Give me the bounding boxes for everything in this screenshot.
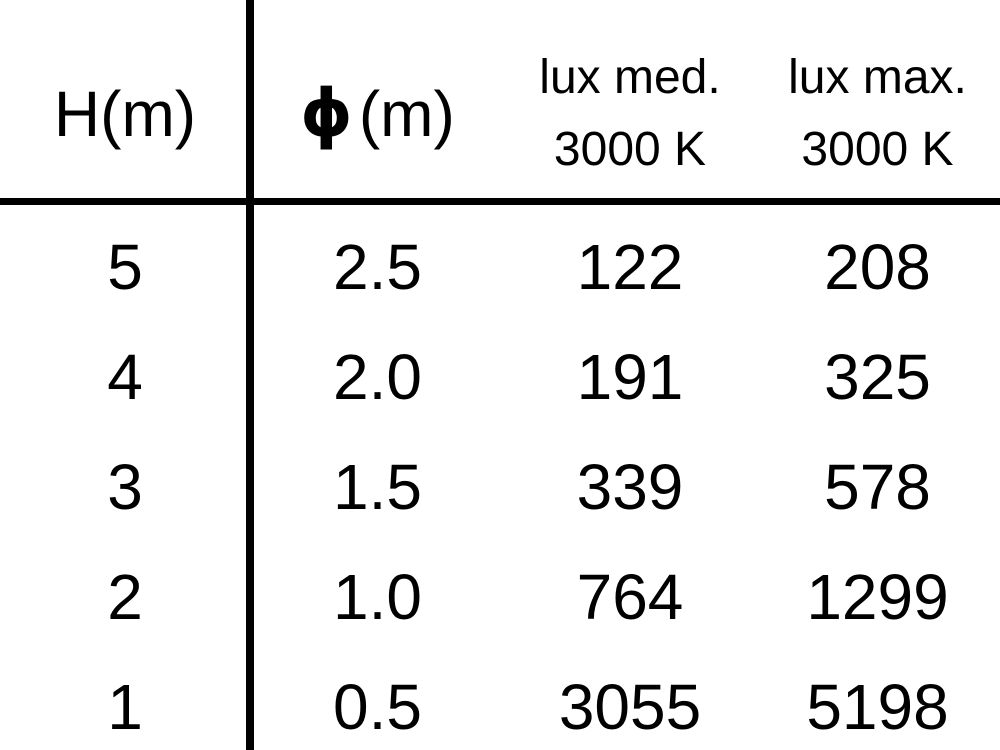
column-header-lux-max: lux max. 3000 K [755,42,1000,186]
column-header-lux-max-line1: lux max. [788,51,967,104]
column-header-height: H(m) [0,79,250,149]
table-body: 5 2.5 122 208 4 2.0 191 325 3 1.5 339 57… [0,212,1000,750]
cell-h: 5 [107,231,143,303]
cell-phi: 1.0 [333,561,422,633]
cell-phi: 1.5 [333,451,422,523]
cell-lux-med: 3055 [558,671,702,743]
cell-h: 1 [107,671,143,743]
cell-h: 4 [107,341,143,413]
column-header-diameter-unit: (m) [358,78,455,150]
cell-h: 3 [107,451,143,523]
column-header-height-label: H(m) [53,78,197,150]
cell-lux-med: 191 [576,341,684,413]
column-header-lux-med: lux med. 3000 K [505,42,755,186]
cell-lux-med: 122 [576,231,684,303]
vertical-rule [246,0,254,750]
cell-lux-max: 5198 [806,671,949,743]
column-header-lux-max-line2: 3000 K [801,123,954,176]
column-header-lux-med-line2: 3000 K [553,123,707,176]
cell-lux-med: 339 [576,451,684,523]
cell-lux-max: 1299 [806,561,949,633]
column-header-lux-med-line1: lux med. [539,51,721,104]
phi-symbol: ϕ [300,75,353,152]
cell-phi: 0.5 [333,671,422,743]
cell-phi: 2.0 [333,341,422,413]
cell-h: 2 [107,561,143,633]
cell-phi: 2.5 [333,231,422,303]
column-header-diameter: ϕ(m) [250,78,505,150]
cell-lux-med: 764 [576,561,684,633]
cell-lux-max: 208 [824,231,931,303]
cell-lux-max: 578 [824,451,931,523]
table-header-row: H(m) ϕ(m) lux med. 3000 K lux max. 3000 … [0,0,1000,198]
cell-lux-max: 325 [824,341,931,413]
horizontal-rule [0,198,1000,205]
